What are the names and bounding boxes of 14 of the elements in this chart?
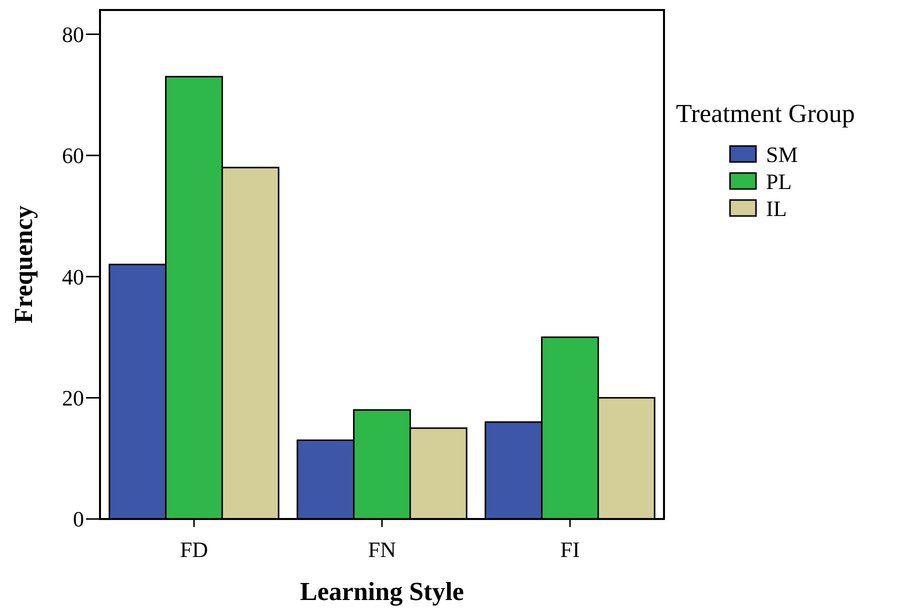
y-axis-title: Frequency: [9, 206, 38, 324]
x-axis-title: Learning Style: [300, 577, 464, 606]
x-tick-label: FI: [560, 537, 580, 562]
legend-label: SM: [766, 142, 798, 167]
legend-label: PL: [766, 169, 792, 194]
x-tick-label: FD: [180, 537, 208, 562]
legend-title: Treatment Group: [676, 99, 855, 128]
x-tick-label: FN: [368, 537, 396, 562]
y-tick-label: 20: [62, 386, 84, 411]
y-tick-label: 80: [62, 22, 84, 47]
y-tick-label: 40: [62, 264, 84, 290]
y-tick-label: 0: [73, 506, 84, 532]
y-tick-label: 60: [62, 143, 84, 168]
legend-label: IL: [766, 196, 787, 221]
